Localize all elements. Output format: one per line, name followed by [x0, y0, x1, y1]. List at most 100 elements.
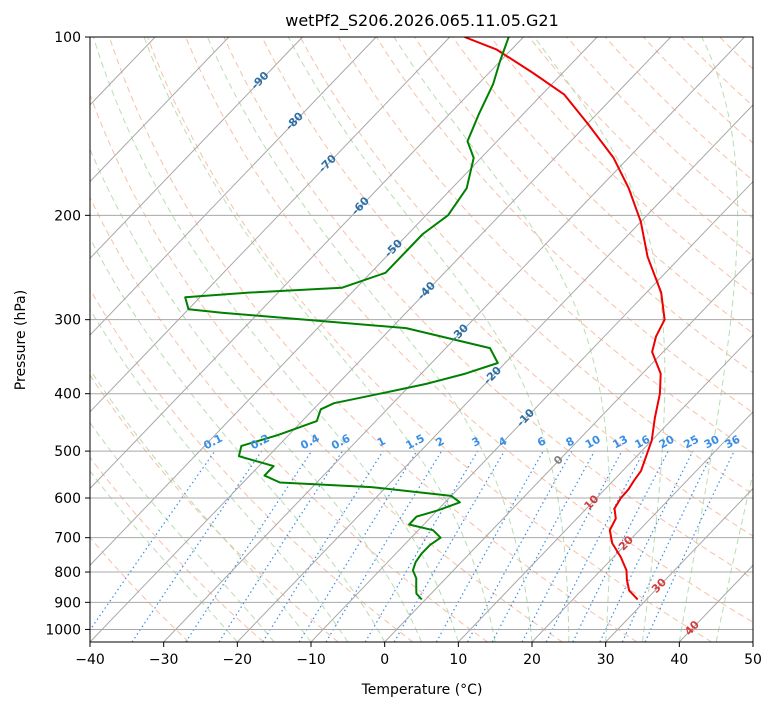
mixing-ratio-line [325, 450, 443, 642]
isotherm-line [310, 180, 753, 642]
moist-adiabat-line [715, 471, 753, 642]
isotherm-line [90, 37, 303, 260]
moist-adiabat-line [90, 368, 312, 642]
y-tick-label: 200 [54, 208, 81, 224]
x-tick-label: −40 [75, 652, 105, 668]
isotherm-line [90, 37, 672, 642]
moist-adiabat-line [533, 37, 666, 642]
dry-adiabat-line [452, 37, 753, 334]
y-tick-label: 900 [54, 595, 81, 611]
dry-adiabat-line [90, 93, 563, 642]
mixing-ratio-line [90, 450, 216, 632]
dry-adiabat-line [681, 37, 753, 107]
mixing-ratio-line [262, 450, 384, 642]
dry-adiabat-line [758, 37, 775, 642]
x-tick-label: 30 [597, 652, 615, 668]
mixing-ratio-label: 25 [681, 433, 701, 452]
moist-adiabat-line [143, 37, 496, 642]
mixing-ratio-line [621, 450, 714, 642]
mixing-ratio-line [298, 450, 418, 642]
dry-adiabat-line [719, 37, 753, 70]
y-tick-label: 300 [54, 313, 81, 329]
mixing-ratio-line [572, 450, 669, 642]
plot-frame [89, 36, 754, 643]
isotherm-line [531, 411, 753, 642]
mixing-ratio-line [393, 450, 505, 642]
mixing-ratio-line [491, 450, 596, 642]
mixing-ratio-line [435, 450, 544, 642]
dry-adiabat-line [299, 37, 753, 495]
x-tick-label: −30 [149, 652, 179, 668]
isotherm-line [0, 37, 8, 642]
x-tick-label: 0 [380, 652, 389, 668]
isotherm-line [236, 104, 753, 642]
dry-adiabat-line [90, 196, 488, 642]
mixing-ratio-label: 1 [375, 434, 388, 449]
y-tick-label: 1000 [45, 622, 81, 638]
isotherm-line [752, 641, 753, 642]
mixing-ratio-label: 2 [434, 434, 447, 449]
x-tick-label: 10 [449, 652, 467, 668]
moist-adiabat-line [90, 148, 422, 642]
mixing-ratio-label: 30 [702, 433, 722, 452]
x-tick-label: 20 [523, 652, 541, 668]
x-tick-label: 40 [670, 652, 688, 668]
moist-adiabat-line [206, 37, 533, 642]
isotherm-line [90, 37, 230, 183]
moist-adiabat-line [90, 421, 275, 642]
dry-adiabat-line [337, 37, 753, 454]
isotherm-line [90, 37, 377, 336]
mixing-ratio-line [644, 450, 735, 642]
dry-adiabat-line [185, 37, 753, 623]
isotherm-line [384, 257, 753, 642]
mixing-ratio-label: 6 [535, 434, 548, 449]
isotherm-line [90, 37, 524, 490]
mixing-ratio-label: 0.1 [201, 432, 224, 453]
isotherm-line [90, 37, 451, 413]
mixing-ratio-line [185, 450, 313, 642]
dry-adiabat-line [147, 37, 712, 642]
moist-adiabat-line [393, 37, 611, 642]
dry-adiabat-line [90, 456, 264, 642]
mixing-ratio-line [364, 450, 479, 642]
mixing-ratio-label: 8 [564, 434, 577, 449]
temperature-profile [464, 37, 666, 601]
y-tick-label: 700 [54, 531, 81, 547]
x-axis-title: Temperature (°C) [361, 682, 483, 698]
mixing-ratio-label: 1.5 [404, 432, 427, 453]
x-tick-label: −10 [296, 652, 326, 668]
isotherm-line [90, 37, 598, 566]
dry-adiabat-line [604, 37, 753, 182]
dry-adiabat-line [261, 37, 753, 537]
chart-title: wetPf2_S206.2026.065.11.05.G21 [285, 11, 559, 31]
x-tick-label: −20 [223, 652, 253, 668]
dry-adiabat-line [643, 37, 753, 144]
mixing-ratio-line [599, 450, 694, 642]
x-tick-label: 50 [744, 652, 762, 668]
mixing-ratio-line [466, 450, 573, 642]
plot-area [0, 37, 775, 642]
dry-adiabat-line [490, 37, 753, 296]
y-tick-label: 100 [54, 30, 81, 46]
mixing-ratio-label: 36 [723, 433, 743, 452]
y-tick-label: 500 [54, 444, 81, 460]
moist-adiabat-line [90, 237, 386, 642]
dry-adiabat-line [566, 37, 753, 219]
mixing-ratio-label: 20 [657, 433, 677, 452]
isotherm-line [457, 334, 753, 642]
y-tick-label: 400 [54, 387, 81, 403]
dewpoint-profile [184, 37, 510, 601]
moist-adiabat-line [678, 37, 739, 642]
moist-adiabat-line [92, 37, 459, 642]
moist-adiabat-line [287, 37, 570, 642]
mixing-ratio-line [218, 450, 343, 642]
y-tick-label: 600 [54, 491, 81, 507]
isotherm-line [605, 487, 753, 642]
mixing-ratio-label: 0.4 [298, 432, 322, 453]
mixing-ratio-label: 13 [610, 433, 630, 452]
y-tick-label: 800 [54, 565, 81, 581]
moist-adiabat-line [90, 308, 349, 642]
mixing-ratio-label: 16 [633, 433, 653, 452]
mixing-ratio-label: 10 [583, 433, 603, 452]
